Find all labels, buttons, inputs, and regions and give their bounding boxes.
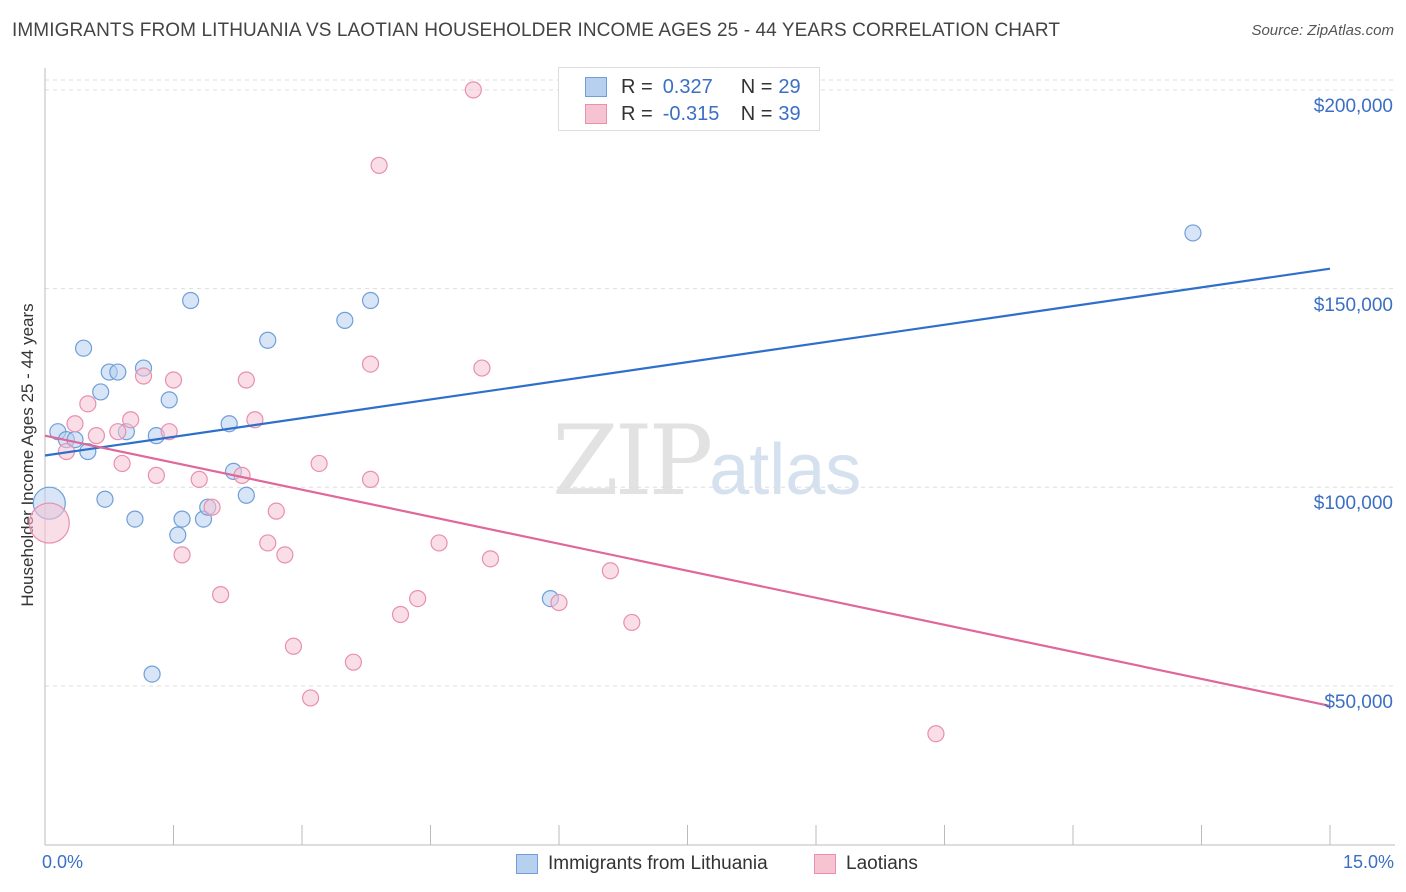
laotians-point [164,371,183,389]
legend-label: Laotians [846,853,918,874]
laotians-point [370,156,388,174]
n-label: N = [740,102,773,125]
legend-label: Immigrants from Lithuania [548,853,768,874]
lithuania-swatch [516,854,538,874]
n-label: N = [740,75,773,98]
lithuania-point [259,331,277,349]
laotians-point [212,586,230,604]
lithuania-point [143,665,161,683]
lithuania-point [126,510,144,528]
lithuania-point [361,291,380,310]
laotians-point [391,605,410,624]
laotians-point [623,613,641,632]
laotians-swatch [814,854,836,874]
laotians-point [473,359,491,377]
lithuania-point [169,526,187,544]
lithuania-point [173,510,191,528]
legend-row-lithuania: R = 0.327 N = 29 [585,75,801,99]
laotians-swatch [585,104,607,124]
laotians-point [344,653,362,671]
x-tick-label-min: 0.0% [42,852,84,872]
laotians-point [109,423,127,441]
r-value: 0.327 [662,75,713,98]
laotians-point [122,411,140,429]
legend-item-laotians: Laotians [814,850,918,878]
lithuania-point [182,291,200,310]
laotians-point [284,637,303,655]
y-tick-label-50000: $50,000 [1324,692,1393,714]
laotians-point [173,546,191,564]
lithuania-point [336,311,354,329]
laotians-point [409,589,427,608]
laotians-point [301,689,320,707]
legend-row-laotians: R = -0.315 N = 39 [585,102,801,126]
laotians-point [361,355,380,373]
source-label: Source: ZipAtlas.com [1251,22,1394,39]
laotians-point [28,502,70,544]
laotians-point [601,562,620,580]
lithuania-point [109,363,127,381]
lithuania-point [96,490,114,508]
watermark-zip: ZIP [552,405,713,517]
laotians-point [190,470,208,488]
laotians-point [276,546,294,564]
laotians-point [259,534,277,552]
laotians-point [147,466,165,484]
n-value: 39 [778,102,801,125]
laotians-trend-line [44,434,1331,707]
laotians-point [79,395,97,413]
chart-title: IMMIGRANTS FROM LITHUANIA VS LAOTIAN HOU… [12,20,1061,41]
laotians-point [310,454,328,473]
laotians-point [267,502,285,520]
correlation-legend: R = 0.327 N = 29 R = -0.315 N = 39 [558,67,820,131]
laotians-point [134,367,153,385]
y-tick-label-200000: $200,000 [1313,95,1393,117]
r-label: R = [621,75,653,98]
laotians-point [464,81,482,99]
laotians-point [430,534,448,552]
lithuania-swatch [585,77,607,97]
laotians-point [160,423,178,441]
lithuania-point [160,391,178,409]
watermark: ZIPatlas [552,405,861,517]
laotians-point [481,550,500,568]
y-tick-label-150000: $150,000 [1313,294,1393,316]
n-value: 29 [778,75,801,98]
r-label: R = [621,102,653,125]
r-value: -0.315 [662,102,720,125]
lithuania-point [74,339,93,357]
watermark-atlas: atlas [709,430,862,510]
laotians-point [87,427,106,445]
lithuania-trend-line [44,267,1331,457]
laotians-point [113,454,131,473]
laotians-point [550,593,568,612]
y-tick-label-100000: $100,000 [1313,493,1393,515]
lithuania-point [1184,224,1202,242]
lithuania-point [92,383,110,401]
x-tick-label-max: 15.0% [1342,852,1394,872]
laotians-point [66,415,84,433]
legend-item-lithuania: Immigrants from Lithuania [516,850,768,878]
laotians-point [927,725,945,743]
laotians-point [361,470,380,488]
lithuania-point [237,486,255,504]
laotians-point [203,498,221,516]
laotians-point [237,371,255,389]
